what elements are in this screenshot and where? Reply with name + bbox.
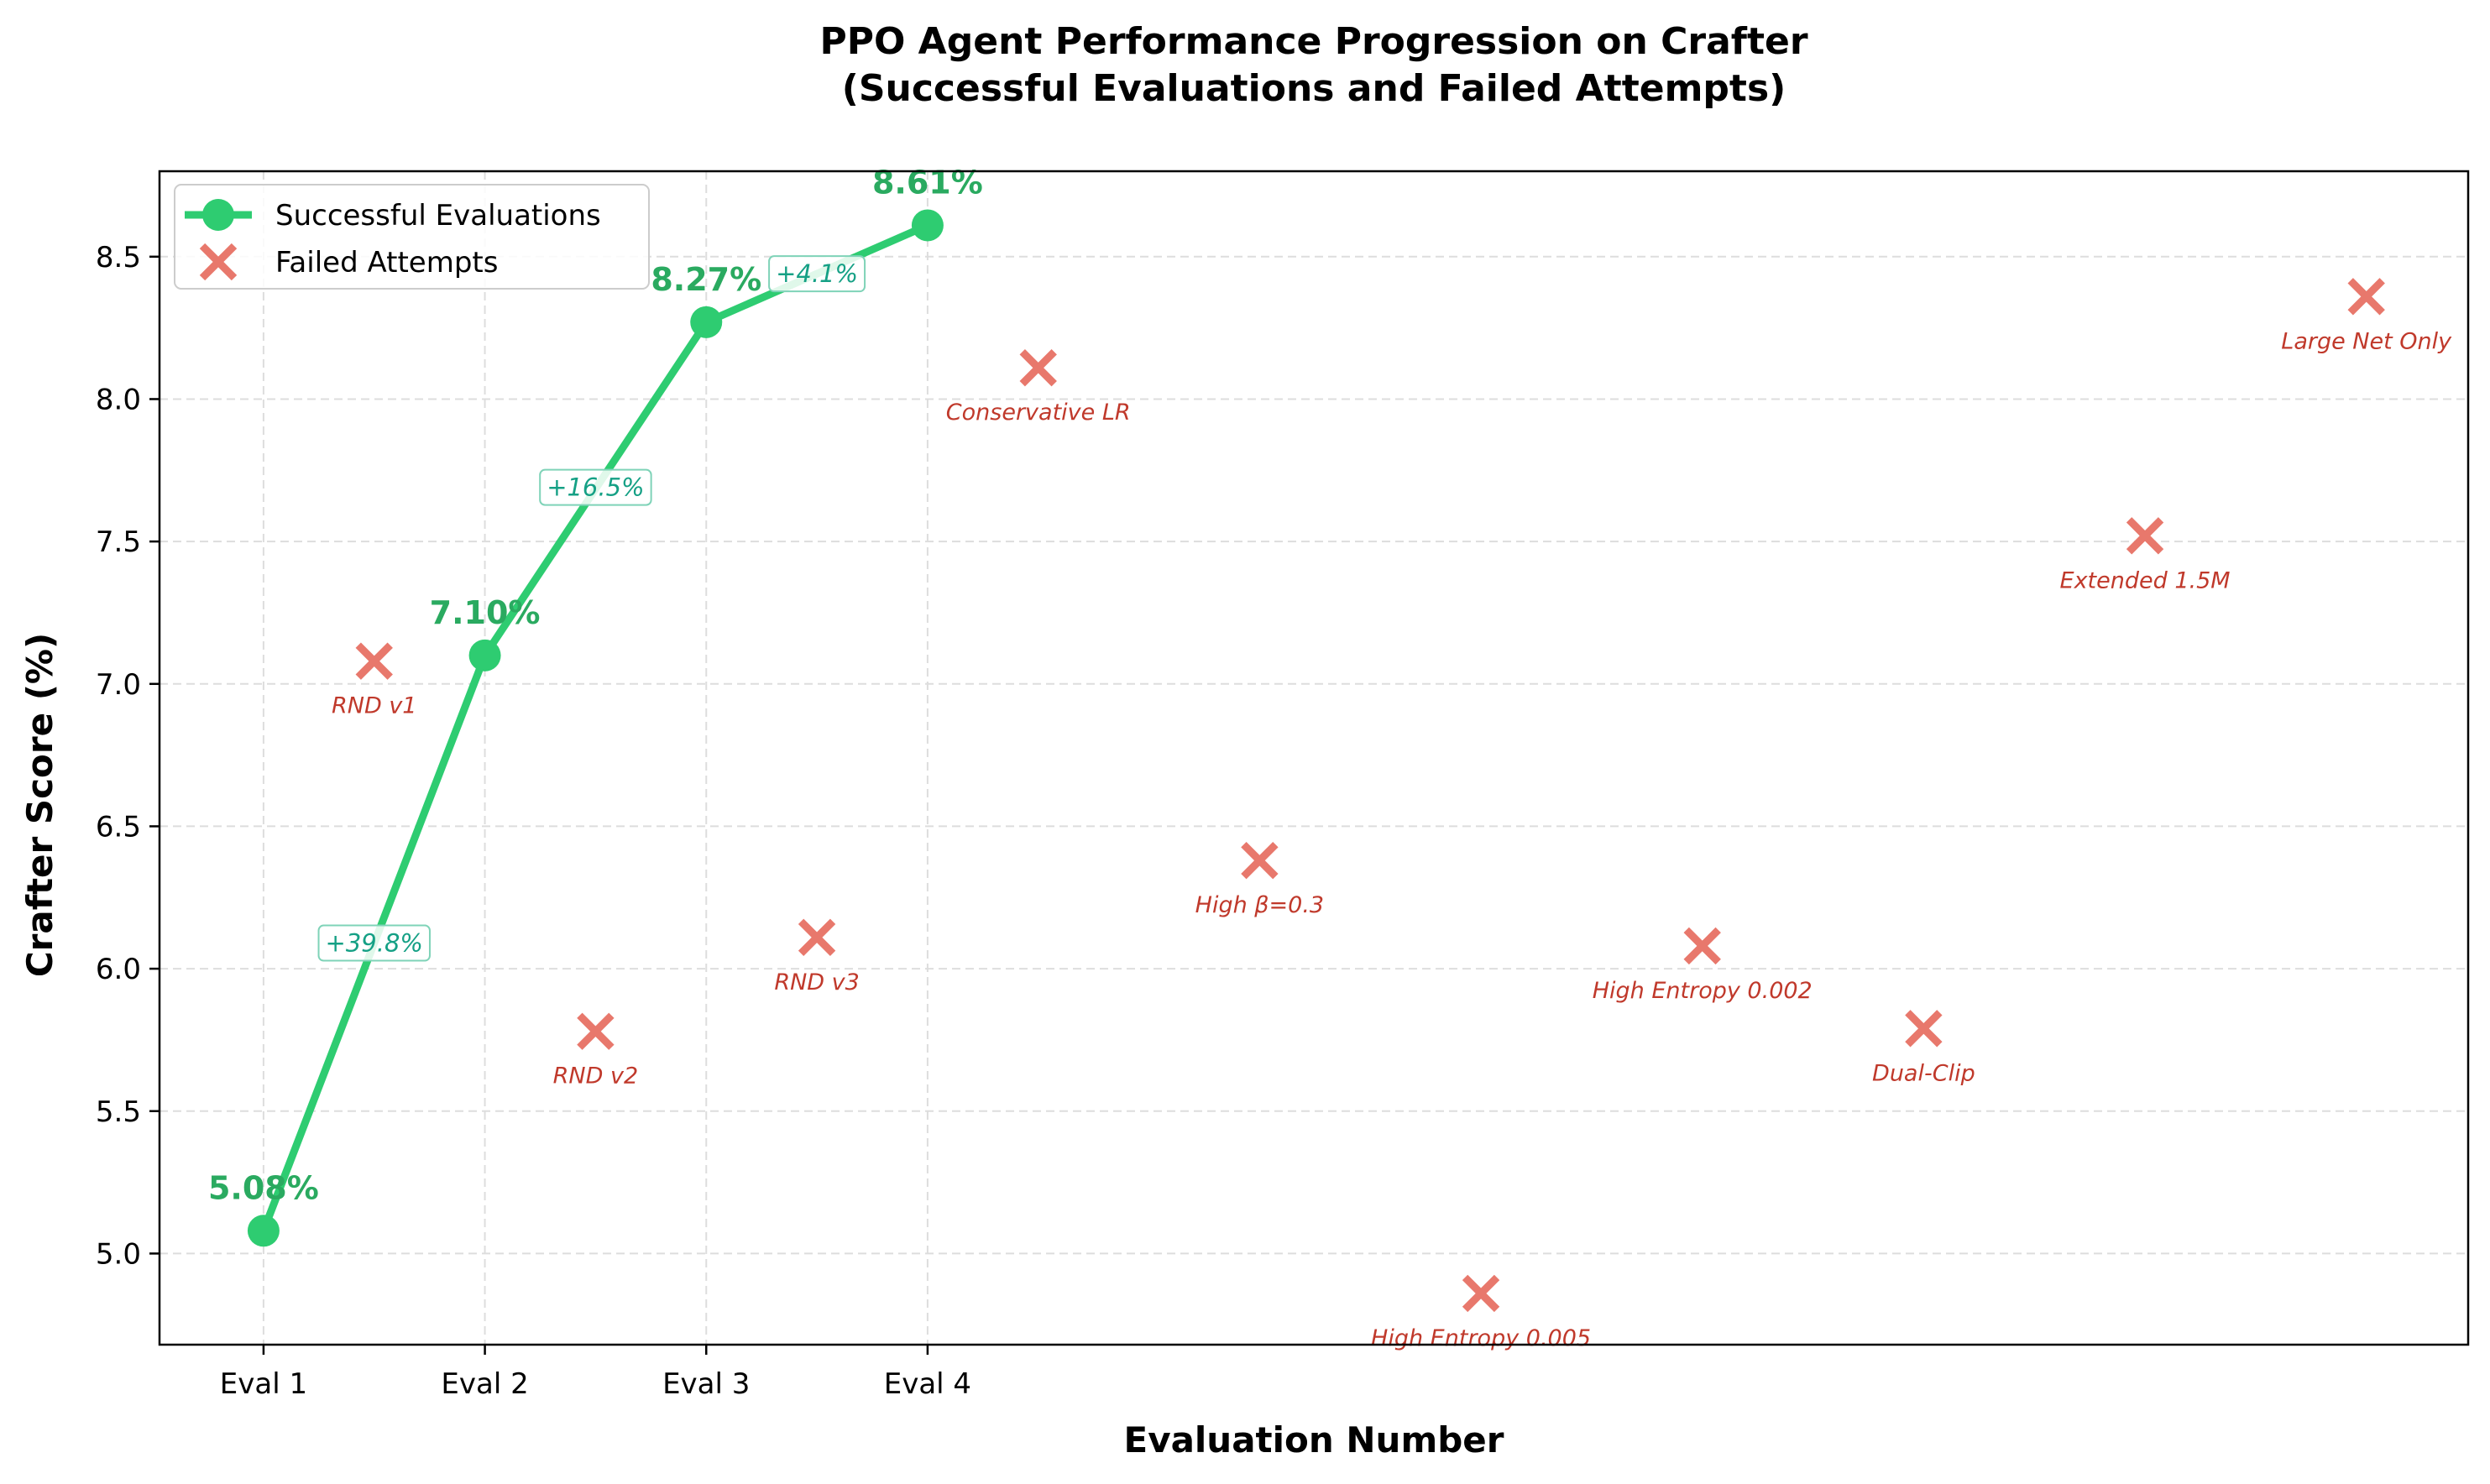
legend: Successful Evaluations Failed Attempts: [174, 184, 650, 290]
success-point-label: 5.08%: [208, 1169, 319, 1206]
y-tick-label: 8.5: [96, 241, 141, 274]
success-point: [911, 209, 944, 242]
x-tick-label: Eval 2: [441, 1367, 528, 1401]
failed-point: [1241, 841, 1279, 880]
failed-marker-stroke: [577, 1012, 615, 1050]
gain-box: [768, 255, 866, 293]
y-tick-label: 6.0: [96, 953, 141, 986]
failed-marker-stroke: [355, 642, 393, 680]
failed-point: [1462, 1274, 1500, 1313]
chart-title: PPO Agent Performance Progression on Cra…: [819, 20, 1807, 63]
gain-label: +39.8%: [326, 929, 423, 958]
y-tick-label: 8.0: [96, 383, 141, 416]
failed-marker-stroke: [1905, 1010, 1943, 1048]
y-axis-label: Crafter Score (%): [19, 633, 60, 977]
failed-point-label: Dual-Clip: [1872, 1060, 1975, 1086]
legend-success-label: Successful Evaluations: [275, 199, 601, 233]
chart-subtitle: (Successful Evaluations and Failed Attem…: [842, 67, 1786, 110]
legend-failed-label: Failed Attempts: [275, 246, 498, 280]
success-point-label: 8.61%: [872, 164, 983, 201]
failed-point-label: High β=0.3: [1195, 892, 1324, 918]
axes: Eval 1 Eval 2 Eval 3 Eval 4 5.0 5.5 6.0 6.5 7.0 7…: [96, 170, 2470, 1401]
success-point-label: 7.10%: [430, 594, 541, 631]
failed-point-label: High Entropy 0.002: [1593, 978, 1813, 1004]
gain-label: +16.5%: [547, 473, 644, 502]
failed-marker-stroke: [2347, 278, 2385, 316]
x-tick-label: Eval 4: [884, 1367, 971, 1401]
y-tick-label: 7.0: [96, 668, 141, 702]
failed-point: [798, 918, 836, 956]
gain-box: [539, 468, 652, 506]
x-tick-label: Eval 1: [220, 1367, 307, 1401]
failed-point: [355, 642, 393, 680]
success-point: [468, 639, 501, 671]
success-point-label: 8.27%: [651, 261, 761, 298]
gain-label: +4.1%: [776, 259, 858, 288]
failed-point-label: RND v3: [774, 969, 860, 995]
gain-annotation: +39.8%: [317, 924, 431, 962]
failed-point: [577, 1012, 615, 1050]
failed-marker-stroke: [2126, 517, 2164, 555]
failed-point: [2126, 517, 2164, 555]
failed-point: [2347, 278, 2385, 316]
gain-annotation: +4.1%: [768, 255, 866, 293]
legend-box: [174, 184, 650, 290]
failed-point-label: Extended 1.5M: [2060, 567, 2231, 593]
failed-marker-stroke: [1683, 927, 1721, 965]
gain-box: [317, 924, 431, 962]
failed-point: [1905, 1010, 1943, 1048]
success-point: [690, 306, 723, 338]
failed-marker-stroke: [1241, 841, 1279, 880]
failed-point-label: High Entropy 0.005: [1371, 1325, 1591, 1351]
x-tick-label: Eval 3: [662, 1367, 750, 1401]
success-point: [247, 1215, 280, 1247]
legend-failed-marker: [199, 243, 238, 281]
plot-frame: [158, 170, 2470, 1346]
plot-area: 5.08% 7.10% 8.27% 8.61% RND v1 RND v2 RND v3 Co…: [208, 164, 2452, 1351]
failed-point: [1019, 348, 1057, 387]
failed-marker-stroke: [1019, 348, 1057, 387]
y-tick-label: 7.5: [96, 525, 141, 559]
failed-marker-stroke: [798, 918, 836, 956]
gain-annotation: +16.5%: [539, 468, 652, 506]
grid: [160, 171, 2468, 1345]
x-axis-label: Evaluation Number: [1124, 1419, 1504, 1460]
failed-point: [1683, 927, 1721, 965]
legend-success-marker: [202, 199, 234, 231]
failed-point-label: Conservative LR: [946, 400, 1131, 426]
chart-titles: PPO Agent Performance Progression on Cra…: [819, 20, 1807, 110]
failed-marker-stroke: [1462, 1274, 1500, 1313]
failed-point-label: RND v2: [553, 1063, 639, 1089]
failed-point-label: Large Net Only: [2281, 328, 2452, 354]
y-tick-label: 5.5: [96, 1095, 141, 1129]
y-tick-label: 6.5: [96, 810, 141, 844]
failed-point-label: RND v1: [332, 693, 417, 719]
y-tick-label: 5.0: [96, 1237, 141, 1271]
